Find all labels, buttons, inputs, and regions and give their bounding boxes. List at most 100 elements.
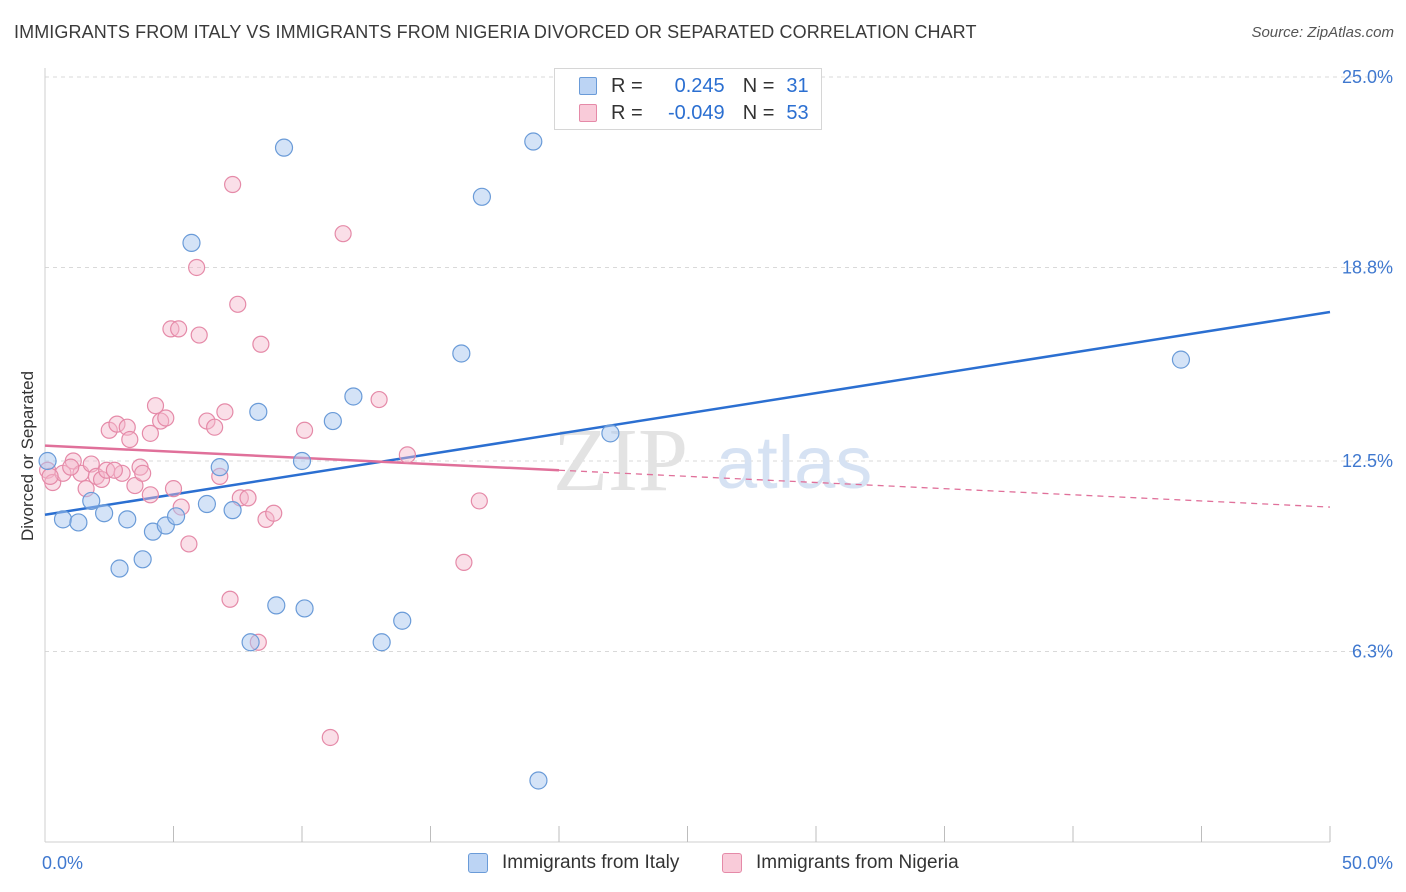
- legend-row-nigeria: R = -0.049 N = 53: [579, 101, 809, 125]
- data-point-nigeria: [470, 492, 488, 510]
- y-tick-label: 18.8%: [1342, 257, 1393, 277]
- data-point-nigeria: [108, 415, 126, 433]
- data-point-nigeria: [134, 464, 152, 482]
- axis-layer: 25.0% 18.8% 12.5% 6.3%: [44, 67, 1393, 843]
- legend-italy-n-label: N =: [742, 74, 775, 97]
- series-legend: Immigrants from Italy Immigrants from Ni…: [0, 852, 1406, 878]
- data-point-italy: [38, 451, 57, 471]
- x-tick-label-max: 50.0%: [1342, 853, 1393, 873]
- data-point-italy: [223, 501, 242, 520]
- correlation-legend: R = 0.245 N = 31 R = -0.049 N = 53: [554, 68, 822, 130]
- data-point-italy: [372, 633, 391, 652]
- data-point-nigeria: [87, 467, 106, 485]
- data-point-nigeria: [62, 458, 80, 476]
- data-point-nigeria: [206, 418, 224, 436]
- data-point-italy: [524, 132, 543, 151]
- data-point-italy: [529, 771, 548, 790]
- data-point-italy: [601, 424, 620, 443]
- data-point-nigeria: [188, 258, 206, 277]
- watermark-zip: ZIP: [553, 411, 688, 510]
- legend-italy-r-value: 0.245: [674, 74, 725, 97]
- legend-italy-r-label: R =: [611, 74, 643, 97]
- data-point-italy: [166, 507, 186, 526]
- data-point-nigeria: [164, 480, 183, 498]
- series-swatch-italy: [468, 853, 488, 873]
- data-point-nigeria: [146, 397, 165, 415]
- data-point-nigeria: [121, 430, 139, 449]
- legend-swatch-nigeria: [579, 104, 597, 122]
- data-point-nigeria: [334, 225, 352, 243]
- data-point-italy: [210, 458, 229, 477]
- data-point-nigeria: [180, 535, 198, 553]
- legend-nigeria-r-label: R =: [611, 101, 643, 124]
- data-point-nigeria: [370, 390, 388, 409]
- data-point-italy: [53, 510, 73, 529]
- data-point-italy: [323, 411, 342, 431]
- y-tick-label: 6.3%: [1352, 641, 1393, 661]
- data-point-italy: [472, 187, 491, 206]
- data-point-italy: [95, 504, 114, 523]
- legend-swatch-italy: [579, 77, 597, 95]
- data-point-italy: [295, 599, 314, 618]
- data-point-italy: [110, 559, 129, 578]
- data-point-nigeria: [221, 590, 239, 608]
- data-point-nigeria: [190, 326, 208, 344]
- data-point-nigeria: [321, 728, 339, 747]
- data-point-nigeria: [126, 476, 144, 495]
- chart-title: IMMIGRANTS FROM ITALY VS IMMIGRANTS FROM…: [14, 22, 977, 42]
- data-point-nigeria: [224, 175, 242, 194]
- data-point-nigeria: [455, 553, 473, 571]
- legend-nigeria-r-value: -0.049: [667, 101, 725, 124]
- data-point-italy: [267, 596, 286, 615]
- data-point-nigeria: [157, 409, 175, 427]
- data-point-italy: [182, 233, 201, 252]
- series-legend-nigeria[interactable]: Immigrants from Nigeria: [722, 852, 959, 874]
- data-point-nigeria: [170, 320, 188, 338]
- data-point-nigeria: [152, 412, 170, 430]
- data-point-italy: [69, 513, 88, 532]
- y-axis-label: Divorced or Separated: [18, 371, 37, 541]
- data-point-nigeria: [141, 424, 159, 442]
- series-label-nigeria: Immigrants from Nigeria: [756, 852, 959, 873]
- legend-nigeria-n-label: N =: [742, 101, 775, 124]
- data-point-italy: [344, 387, 363, 406]
- data-point-nigeria: [92, 470, 111, 489]
- data-point-nigeria: [229, 295, 247, 313]
- x-tick-label-min: 0.0%: [42, 853, 83, 873]
- data-point-nigeria: [105, 461, 123, 479]
- watermark-atlas: atlas: [716, 421, 872, 504]
- data-point-italy: [197, 494, 217, 514]
- data-point-nigeria: [398, 446, 416, 464]
- series-swatch-nigeria: [722, 853, 742, 873]
- data-point-italy: [249, 402, 268, 421]
- data-point-nigeria: [216, 403, 234, 421]
- data-point-italy: [1171, 350, 1191, 369]
- data-point-nigeria: [239, 489, 257, 507]
- data-point-italy: [241, 633, 260, 652]
- data-point-italy: [82, 491, 101, 511]
- watermark: ZIP atlas: [553, 411, 872, 510]
- data-point-nigeria: [252, 335, 270, 353]
- series-legend-italy[interactable]: Immigrants from Italy: [468, 852, 679, 874]
- data-point-italy: [452, 344, 471, 363]
- legend-row-italy: R = 0.245 N = 31: [579, 74, 809, 98]
- y-tick-label: 25.0%: [1342, 67, 1393, 87]
- source-label: Source: ZipAtlas.com: [1251, 24, 1394, 41]
- data-point-italy: [118, 510, 137, 529]
- trendline-italy: [44, 310, 1331, 516]
- data-point-italy: [274, 138, 294, 157]
- data-point-nigeria: [265, 504, 283, 522]
- y-tick-label: 12.5%: [1342, 451, 1393, 471]
- data-point-italy: [292, 451, 312, 471]
- series-label-italy: Immigrants from Italy: [502, 852, 680, 873]
- data-point-italy: [393, 611, 412, 630]
- trendline-nigeria-extrapolated: [558, 469, 1331, 508]
- legend-nigeria-n-value: 53: [786, 101, 809, 124]
- data-point-italy: [133, 550, 152, 569]
- legend-italy-n-value: 31: [786, 74, 809, 97]
- data-point-nigeria: [41, 467, 59, 485]
- data-point-nigeria: [141, 486, 159, 504]
- points-layer: [38, 132, 1191, 790]
- data-point-nigeria: [295, 421, 314, 439]
